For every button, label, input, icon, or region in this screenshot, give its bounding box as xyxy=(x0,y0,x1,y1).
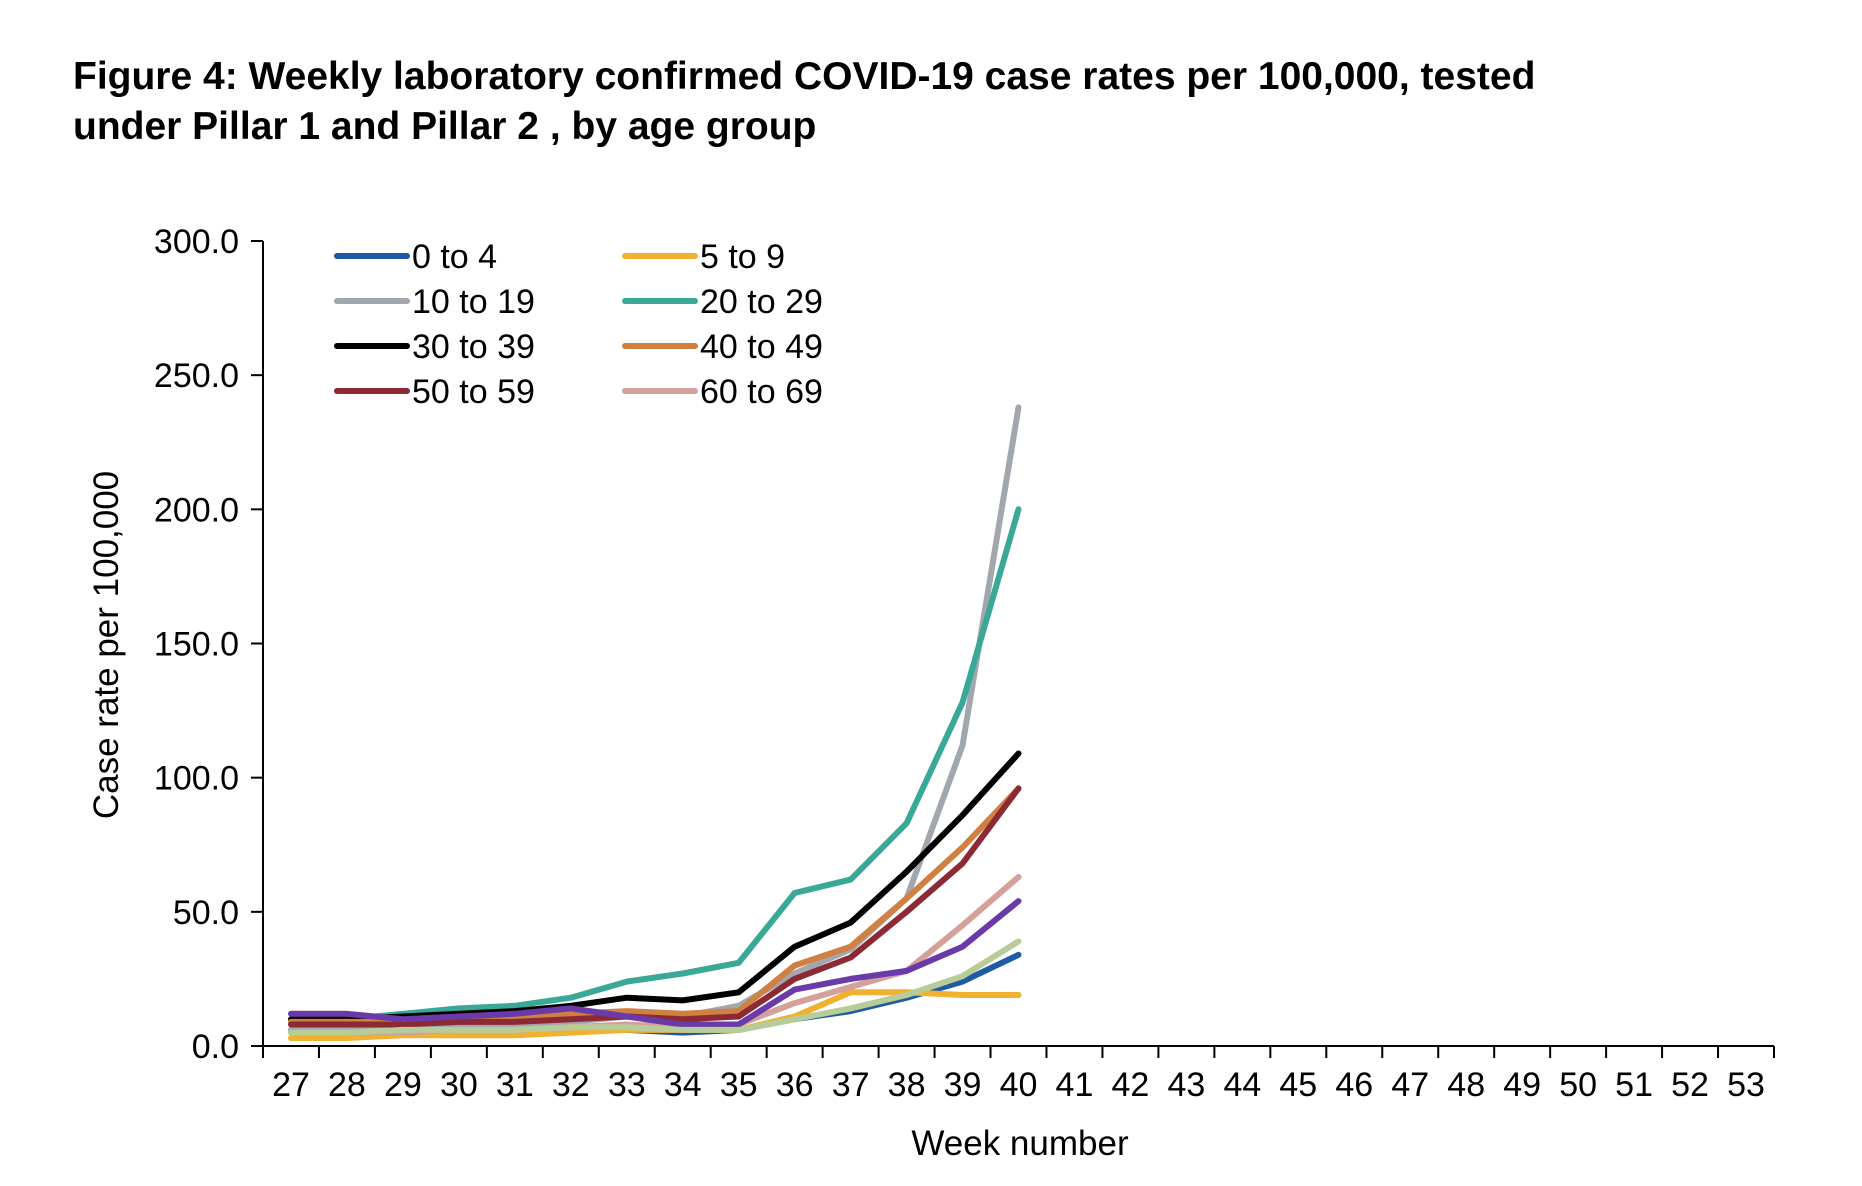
legend-label: 0 to 4 xyxy=(412,238,497,276)
x-tick-label: 31 xyxy=(496,1066,534,1104)
x-tick-label: 47 xyxy=(1391,1066,1429,1104)
x-tick-label: 28 xyxy=(328,1066,366,1104)
x-tick-label: 27 xyxy=(272,1066,310,1104)
x-tick-label: 46 xyxy=(1335,1066,1373,1104)
legend-label: 50 to 59 xyxy=(412,373,535,411)
chart-title: Figure 4: Weekly laboratory confirmed CO… xyxy=(73,52,1773,152)
series-line xyxy=(288,938,1022,1036)
y-tick-label: 150.0 xyxy=(154,626,239,664)
legend-label: 40 to 49 xyxy=(700,328,823,366)
x-tick-label: 52 xyxy=(1671,1066,1709,1104)
legend: 0 to 4 5 to 9 10 to 19 20 to 29 30 to 39 40 t… xyxy=(334,238,823,411)
series-line xyxy=(288,898,1022,1028)
x-tick-label: 36 xyxy=(776,1066,814,1104)
x-tick-label: 40 xyxy=(1000,1066,1038,1104)
y-tick-label: 300.0 xyxy=(154,223,239,261)
axes: 0.0 50.0 100.0 150.0 200.0 250.0 300.0 27 28 29 30… xyxy=(154,223,1775,1104)
series-line xyxy=(288,404,1022,1033)
y-tick-label: 200.0 xyxy=(154,491,239,529)
y-tick-label: 50.0 xyxy=(173,894,239,932)
series-line xyxy=(288,506,1022,1025)
chart-title-line-1: Figure 4: Weekly laboratory confirmed CO… xyxy=(73,55,1536,98)
x-tick-label: 34 xyxy=(664,1066,702,1104)
y-tick-label: 250.0 xyxy=(154,357,239,395)
y-tick-label: 0.0 xyxy=(192,1028,239,1066)
legend-label: 5 to 9 xyxy=(700,238,785,276)
x-tick-label: 30 xyxy=(440,1066,478,1104)
legend-label: 60 to 69 xyxy=(700,373,823,411)
chart-title-line-2: under Pillar 1 and Pillar 2 , by age gro… xyxy=(73,105,817,148)
x-tick-label: 42 xyxy=(1112,1066,1150,1104)
x-tick-label: 48 xyxy=(1447,1066,1485,1104)
x-tick-label: 51 xyxy=(1615,1066,1653,1104)
y-tick-label: 100.0 xyxy=(154,760,239,798)
x-tick-label: 33 xyxy=(608,1066,646,1104)
x-tick-label: 44 xyxy=(1223,1066,1261,1104)
y-axis-label: Case rate per 100,000 xyxy=(87,471,126,819)
x-tick-label: 45 xyxy=(1279,1066,1317,1104)
x-axis-label: Week number xyxy=(911,1124,1129,1163)
x-tick-label: 29 xyxy=(384,1066,422,1104)
legend-label: 30 to 39 xyxy=(412,328,535,366)
series-lines xyxy=(288,404,1022,1041)
x-tick-label: 53 xyxy=(1727,1066,1765,1104)
x-tick-label: 43 xyxy=(1167,1066,1205,1104)
legend-label: 20 to 29 xyxy=(700,283,823,321)
x-tick-label: 32 xyxy=(552,1066,590,1104)
x-tick-label: 41 xyxy=(1056,1066,1094,1104)
x-tick-label: 39 xyxy=(944,1066,982,1104)
legend-label: 10 to 19 xyxy=(412,283,535,321)
x-tick-label: 50 xyxy=(1559,1066,1597,1104)
x-tick-label: 38 xyxy=(888,1066,926,1104)
x-tick-label: 37 xyxy=(832,1066,870,1104)
x-tick-label: 49 xyxy=(1503,1066,1541,1104)
series-line xyxy=(288,874,1022,1036)
x-tick-label: 35 xyxy=(720,1066,758,1104)
